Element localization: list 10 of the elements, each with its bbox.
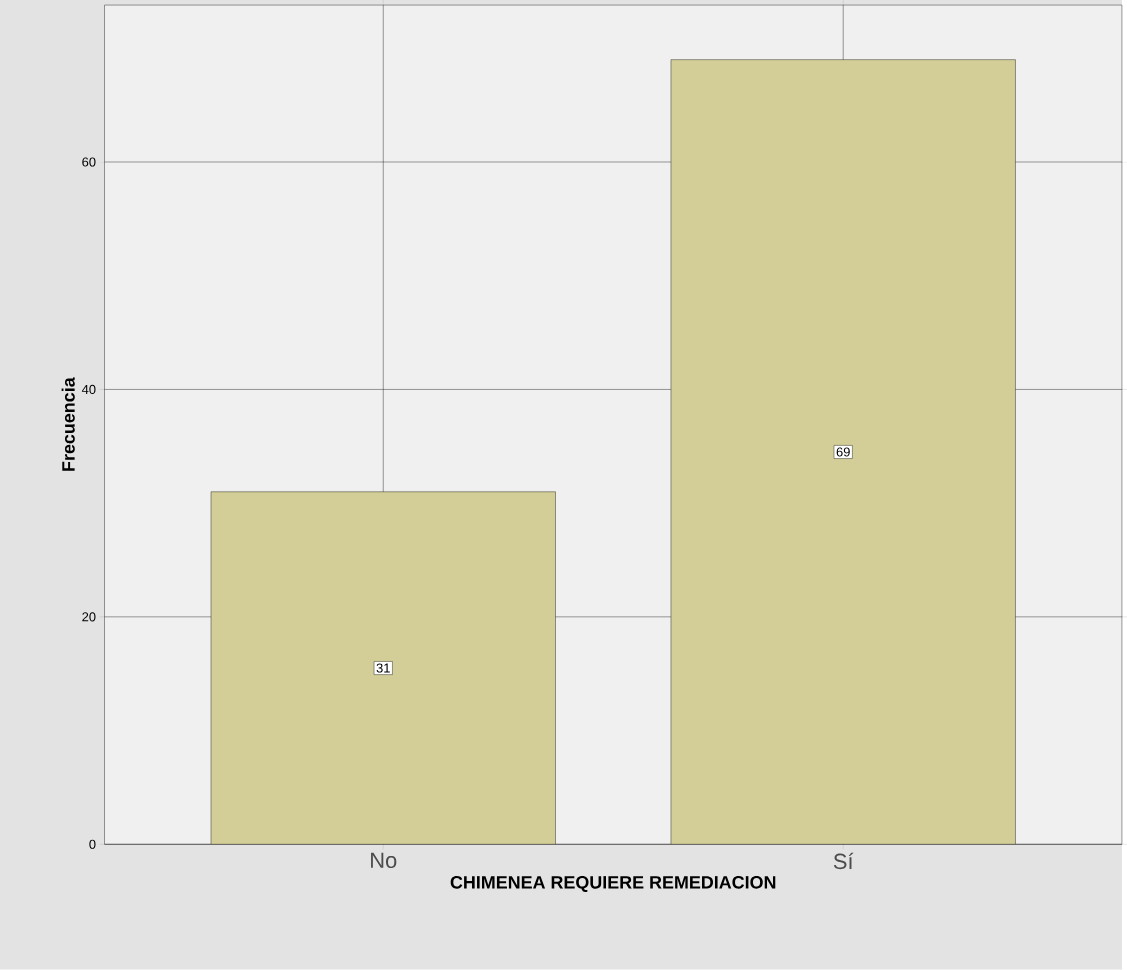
data-label: 31 [376,663,390,673]
x-axis-title: CHIMENEA REQUIERE REMEDIACION [450,876,776,893]
y-axis-title: Frecuencia [61,377,75,471]
data-label: 69 [836,447,850,457]
y-tick-label: 20 [82,612,96,622]
y-tick-label: 60 [82,157,96,167]
y-tick-label: 40 [81,384,96,395]
x-tick-label: Sí [833,852,854,870]
x-tick-label: No [371,852,397,869]
y-tick-label: 0 [89,839,96,849]
